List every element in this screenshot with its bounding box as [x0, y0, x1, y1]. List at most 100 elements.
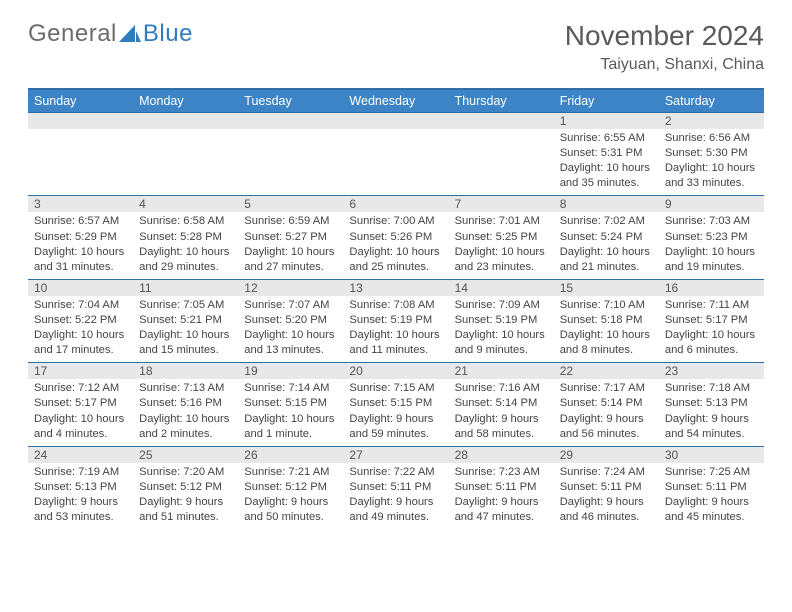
calendar-week-row: 3Sunrise: 6:57 AMSunset: 5:29 PMDaylight…	[28, 196, 764, 279]
day-info: Sunrise: 7:13 AMSunset: 5:16 PMDaylight:…	[133, 379, 238, 445]
calendar-day-cell: 25Sunrise: 7:20 AMSunset: 5:12 PMDayligh…	[133, 446, 238, 529]
day-number: 15	[554, 280, 659, 296]
calendar-day-cell: 8Sunrise: 7:02 AMSunset: 5:24 PMDaylight…	[554, 196, 659, 279]
sunset-text: Sunset: 5:28 PM	[139, 230, 232, 245]
sunset-text: Sunset: 5:12 PM	[139, 480, 232, 495]
day-number: 4	[133, 196, 238, 212]
calendar-day-cell: 7Sunrise: 7:01 AMSunset: 5:25 PMDaylight…	[449, 196, 554, 279]
day-info: Sunrise: 7:24 AMSunset: 5:11 PMDaylight:…	[554, 463, 659, 529]
day-number: 23	[659, 363, 764, 379]
day-number: 14	[449, 280, 554, 296]
day-info: Sunrise: 7:11 AMSunset: 5:17 PMDaylight:…	[659, 296, 764, 362]
day-number: 6	[343, 196, 448, 212]
day-info: Sunrise: 6:59 AMSunset: 5:27 PMDaylight:…	[238, 212, 343, 278]
day-info: Sunrise: 6:55 AMSunset: 5:31 PMDaylight:…	[554, 129, 659, 195]
day-number: 13	[343, 280, 448, 296]
calendar-day-cell: 4Sunrise: 6:58 AMSunset: 5:28 PMDaylight…	[133, 196, 238, 279]
day-number	[238, 113, 343, 129]
sunrise-text: Sunrise: 7:04 AM	[34, 298, 127, 313]
daylight-text: Daylight: 9 hours and 49 minutes.	[349, 495, 442, 525]
daylight-text: Daylight: 10 hours and 15 minutes.	[139, 328, 232, 358]
daylight-text: Daylight: 9 hours and 56 minutes.	[560, 412, 653, 442]
day-info: Sunrise: 7:18 AMSunset: 5:13 PMDaylight:…	[659, 379, 764, 445]
sunrise-text: Sunrise: 6:55 AM	[560, 131, 653, 146]
day-info: Sunrise: 7:00 AMSunset: 5:26 PMDaylight:…	[343, 212, 448, 278]
day-info	[133, 129, 238, 135]
sunrise-text: Sunrise: 7:23 AM	[455, 465, 548, 480]
daylight-text: Daylight: 10 hours and 23 minutes.	[455, 245, 548, 275]
calendar-day-cell: 26Sunrise: 7:21 AMSunset: 5:12 PMDayligh…	[238, 446, 343, 529]
sunrise-text: Sunrise: 7:14 AM	[244, 381, 337, 396]
daylight-text: Daylight: 9 hours and 45 minutes.	[665, 495, 758, 525]
day-info: Sunrise: 7:09 AMSunset: 5:19 PMDaylight:…	[449, 296, 554, 362]
day-number: 24	[28, 447, 133, 463]
day-info: Sunrise: 7:20 AMSunset: 5:12 PMDaylight:…	[133, 463, 238, 529]
day-info: Sunrise: 7:21 AMSunset: 5:12 PMDaylight:…	[238, 463, 343, 529]
day-number: 26	[238, 447, 343, 463]
day-info: Sunrise: 7:14 AMSunset: 5:15 PMDaylight:…	[238, 379, 343, 445]
calendar-week-row: 17Sunrise: 7:12 AMSunset: 5:17 PMDayligh…	[28, 363, 764, 446]
day-info: Sunrise: 7:12 AMSunset: 5:17 PMDaylight:…	[28, 379, 133, 445]
sunset-text: Sunset: 5:14 PM	[560, 396, 653, 411]
day-info: Sunrise: 7:02 AMSunset: 5:24 PMDaylight:…	[554, 212, 659, 278]
day-info: Sunrise: 7:07 AMSunset: 5:20 PMDaylight:…	[238, 296, 343, 362]
weekday-header: Sunday	[28, 89, 133, 113]
daylight-text: Daylight: 10 hours and 4 minutes.	[34, 412, 127, 442]
calendar-day-cell	[28, 113, 133, 196]
sunrise-text: Sunrise: 7:03 AM	[665, 214, 758, 229]
daylight-text: Daylight: 10 hours and 35 minutes.	[560, 161, 653, 191]
day-number: 21	[449, 363, 554, 379]
calendar-day-cell: 19Sunrise: 7:14 AMSunset: 5:15 PMDayligh…	[238, 363, 343, 446]
calendar-day-cell: 3Sunrise: 6:57 AMSunset: 5:29 PMDaylight…	[28, 196, 133, 279]
calendar-day-cell: 2Sunrise: 6:56 AMSunset: 5:30 PMDaylight…	[659, 113, 764, 196]
sunrise-text: Sunrise: 7:16 AM	[455, 381, 548, 396]
sunset-text: Sunset: 5:19 PM	[349, 313, 442, 328]
calendar-week-row: 1Sunrise: 6:55 AMSunset: 5:31 PMDaylight…	[28, 113, 764, 196]
day-info: Sunrise: 7:25 AMSunset: 5:11 PMDaylight:…	[659, 463, 764, 529]
day-number: 3	[28, 196, 133, 212]
calendar-day-cell: 18Sunrise: 7:13 AMSunset: 5:16 PMDayligh…	[133, 363, 238, 446]
logo-text-blue: Blue	[143, 20, 193, 48]
daylight-text: Daylight: 9 hours and 54 minutes.	[665, 412, 758, 442]
sunset-text: Sunset: 5:11 PM	[455, 480, 548, 495]
sunset-text: Sunset: 5:17 PM	[34, 396, 127, 411]
calendar-day-cell: 22Sunrise: 7:17 AMSunset: 5:14 PMDayligh…	[554, 363, 659, 446]
sunrise-text: Sunrise: 7:17 AM	[560, 381, 653, 396]
sunset-text: Sunset: 5:30 PM	[665, 146, 758, 161]
month-title: November 2024	[565, 20, 764, 52]
sunrise-text: Sunrise: 7:12 AM	[34, 381, 127, 396]
sunset-text: Sunset: 5:18 PM	[560, 313, 653, 328]
calendar-table: SundayMondayTuesdayWednesdayThursdayFrid…	[28, 88, 764, 529]
daylight-text: Daylight: 10 hours and 31 minutes.	[34, 245, 127, 275]
daylight-text: Daylight: 10 hours and 8 minutes.	[560, 328, 653, 358]
day-number: 27	[343, 447, 448, 463]
day-number: 10	[28, 280, 133, 296]
day-number: 9	[659, 196, 764, 212]
sunrise-text: Sunrise: 7:07 AM	[244, 298, 337, 313]
day-number: 17	[28, 363, 133, 379]
calendar-day-cell: 1Sunrise: 6:55 AMSunset: 5:31 PMDaylight…	[554, 113, 659, 196]
day-info: Sunrise: 7:08 AMSunset: 5:19 PMDaylight:…	[343, 296, 448, 362]
calendar-week-row: 10Sunrise: 7:04 AMSunset: 5:22 PMDayligh…	[28, 279, 764, 362]
sunrise-text: Sunrise: 7:09 AM	[455, 298, 548, 313]
sunrise-text: Sunrise: 6:58 AM	[139, 214, 232, 229]
day-number: 18	[133, 363, 238, 379]
sunset-text: Sunset: 5:11 PM	[560, 480, 653, 495]
sunset-text: Sunset: 5:16 PM	[139, 396, 232, 411]
sunrise-text: Sunrise: 7:22 AM	[349, 465, 442, 480]
day-info: Sunrise: 7:19 AMSunset: 5:13 PMDaylight:…	[28, 463, 133, 529]
daylight-text: Daylight: 10 hours and 27 minutes.	[244, 245, 337, 275]
sunrise-text: Sunrise: 7:10 AM	[560, 298, 653, 313]
sunset-text: Sunset: 5:11 PM	[349, 480, 442, 495]
daylight-text: Daylight: 9 hours and 51 minutes.	[139, 495, 232, 525]
sunrise-text: Sunrise: 7:18 AM	[665, 381, 758, 396]
sunset-text: Sunset: 5:22 PM	[34, 313, 127, 328]
calendar-day-cell: 24Sunrise: 7:19 AMSunset: 5:13 PMDayligh…	[28, 446, 133, 529]
day-number: 8	[554, 196, 659, 212]
sunrise-text: Sunrise: 7:05 AM	[139, 298, 232, 313]
day-number	[133, 113, 238, 129]
sunrise-text: Sunrise: 7:08 AM	[349, 298, 442, 313]
day-info: Sunrise: 7:04 AMSunset: 5:22 PMDaylight:…	[28, 296, 133, 362]
calendar-day-cell: 9Sunrise: 7:03 AMSunset: 5:23 PMDaylight…	[659, 196, 764, 279]
daylight-text: Daylight: 9 hours and 59 minutes.	[349, 412, 442, 442]
